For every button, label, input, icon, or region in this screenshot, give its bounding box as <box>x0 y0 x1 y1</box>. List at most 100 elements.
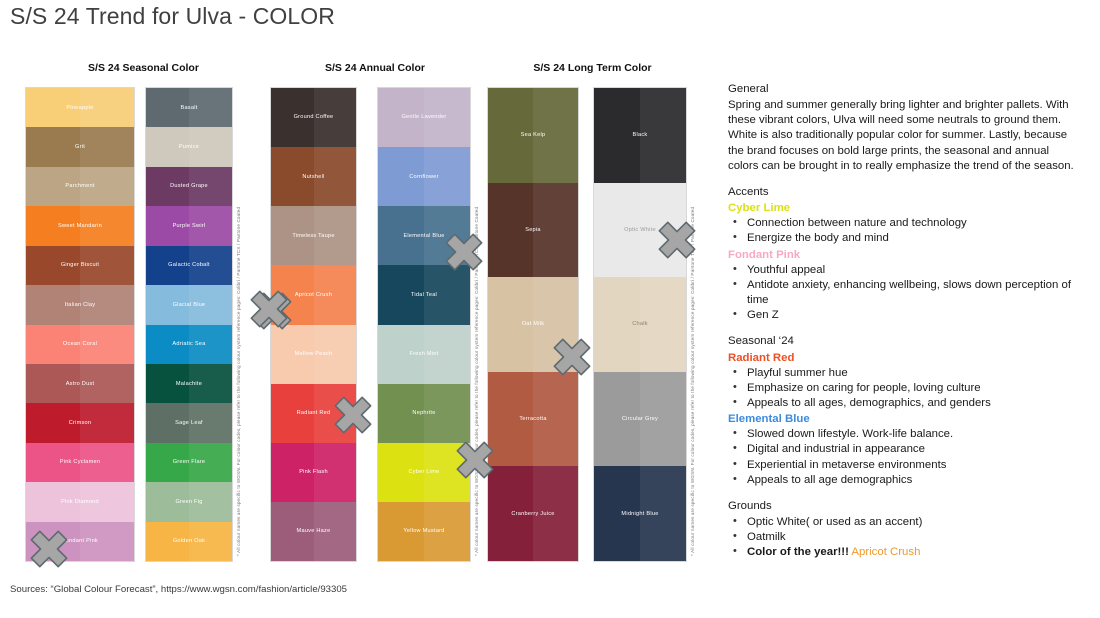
color-swatch[interactable]: Pink Diamond <box>26 482 134 522</box>
x-marker-cyber-lime[interactable] <box>452 437 498 483</box>
color-swatch[interactable]: Cranberry Juice <box>488 466 578 561</box>
color-swatch[interactable]: Crimson <box>26 403 134 443</box>
x-marker-elemental-blue[interactable] <box>441 229 487 275</box>
color-swatch[interactable]: Sepia <box>488 182 578 278</box>
color-swatch[interactable]: Galactic Cobalt <box>146 245 232 286</box>
color-swatch-label: Elemental Blue <box>403 232 445 239</box>
color-swatch[interactable]: Sea Kelp <box>488 88 578 183</box>
color-swatch[interactable]: Dusted Grape <box>146 166 232 207</box>
grounds-bullets: Optic White( or used as an accent)Oatmil… <box>728 514 1080 560</box>
color-swatch-label: Chalk <box>632 321 648 328</box>
color-swatch-label: Dusted Grape <box>170 183 208 190</box>
color-swatch[interactable]: Ginger Biscuit <box>26 245 134 286</box>
color-swatch[interactable]: Ocean Coral <box>26 324 134 364</box>
color-swatch[interactable]: Golden Oak <box>146 521 232 562</box>
x-icon <box>456 441 494 479</box>
accent-name-elemental-blue: Elemental Blue <box>728 413 810 426</box>
color-swatch[interactable]: Chalk <box>594 277 686 372</box>
color-swatch[interactable]: Purple Swirl <box>146 206 232 246</box>
section-heading-annual: S/S 24 Annual Color <box>325 62 425 74</box>
color-swatch[interactable]: Gentle Lavender <box>378 88 470 148</box>
bullet-item-color-of-the-year: Color of the year!!! Apricot Crush <box>733 544 1080 560</box>
color-swatch[interactable]: Green Fig <box>146 482 232 522</box>
color-of-the-year-value: Apricot Crush <box>848 546 921 559</box>
color-swatch[interactable]: Adriatic Sea <box>146 324 232 364</box>
color-swatch[interactable]: Basalt <box>146 88 232 128</box>
color-swatch[interactable]: Terracotta <box>488 371 578 467</box>
color-swatch-label: Basalt <box>180 104 198 111</box>
color-swatch[interactable]: Cornflower <box>378 147 470 207</box>
color-swatch[interactable]: Timeless Taupe <box>271 206 356 266</box>
accents-heading: Accents <box>728 185 769 198</box>
color-swatch-label: Pink Flash <box>299 469 328 476</box>
spacer-2 <box>728 323 1080 334</box>
color-swatch[interactable]: Nutshell <box>271 147 356 207</box>
color-swatch[interactable]: Fresh Mint <box>378 324 470 384</box>
grounds-heading: Grounds <box>728 499 772 512</box>
color-swatch-label: Green Flare <box>172 459 206 466</box>
color-swatch-label: Radiant Red <box>296 410 331 417</box>
sources-footer: Sources: “Global Colour Forecast”, https… <box>10 584 347 595</box>
swatch-highlight <box>80 127 134 167</box>
color-swatch-label: Nutshell <box>302 173 325 180</box>
color-swatch-label: Fondant Pink <box>62 538 98 545</box>
color-swatch[interactable]: Black <box>594 88 686 183</box>
x-marker-oat-milk[interactable] <box>549 334 595 380</box>
color-swatch-label: Sea Kelp <box>520 132 546 139</box>
color-swatch-label: Ginger Biscuit <box>60 262 100 269</box>
accent-name-radiant-red: Radiant Red <box>728 351 795 364</box>
bullet-item: Optic White( or used as an accent) <box>733 514 1080 530</box>
x-marker-fondant-pink[interactable] <box>26 526 72 572</box>
color-swatch-label: Golden Oak <box>172 538 206 545</box>
color-swatch[interactable]: Grit <box>26 127 134 167</box>
x-marker-optic-white[interactable] <box>654 217 700 263</box>
bullet-item: Antidote anxiety, enhancing wellbeing, s… <box>733 277 1080 308</box>
palette-seasonal-col-1: Pineapple Grit Parchment Sweet Mandarin Ging… <box>25 87 135 562</box>
bullet-item: Experiential in metaverse environments <box>733 457 1080 473</box>
disclaimer-seasonal: * All colour names are specific to WGSN.… <box>236 206 241 556</box>
color-swatch[interactable]: Nephrite <box>378 383 470 443</box>
color-swatch[interactable]: Sweet Mandarin <box>26 206 134 246</box>
color-swatch[interactable]: Sage Leaf <box>146 403 232 443</box>
color-swatch-label: Mellow Peach <box>294 350 333 357</box>
color-swatch[interactable]: Pink Cyclamen <box>26 442 134 483</box>
color-swatch[interactable]: Italian Clay <box>26 285 134 325</box>
color-swatch-label: Circular Grey <box>621 416 659 422</box>
color-swatch-label: Sage Leaf <box>175 420 203 427</box>
color-swatch-label: Sweet Mandarin <box>58 222 102 229</box>
color-swatch-label: Terracotta <box>519 416 547 422</box>
bullet-item: Appeals to all ages, demographics, and g… <box>733 395 1080 411</box>
x-icon <box>658 221 696 259</box>
color-swatch[interactable]: Midnight Blue <box>594 466 686 561</box>
color-swatch[interactable]: Ground Coffee <box>271 88 356 148</box>
color-swatch[interactable]: Circular Grey <box>594 371 686 467</box>
accent-name-fondant-pink: Fondant Pink <box>728 248 801 261</box>
color-swatch[interactable]: Pink Flash <box>271 442 356 502</box>
color-swatch[interactable]: Pumice <box>146 127 232 167</box>
color-swatch-label: Ground Coffee <box>293 114 334 121</box>
color-swatch-label: Purple Swirl <box>172 222 206 229</box>
spacer-3 <box>728 488 1080 499</box>
x-marker-radiant-red[interactable] <box>330 392 376 438</box>
x-icon <box>334 396 372 434</box>
color-swatch[interactable]: Malachite <box>146 363 232 404</box>
color-swatch[interactable]: Glacial Blue <box>146 285 232 325</box>
color-swatch[interactable]: Pineapple <box>26 88 134 128</box>
color-swatch[interactable]: Yellow Mustard <box>378 501 470 561</box>
x-marker-apricot-crush[interactable] <box>246 286 292 332</box>
color-swatch[interactable]: Astro Dust <box>26 363 134 404</box>
color-swatch-label: Cyber Lime <box>408 469 440 476</box>
bullet-item: Youthful appeal <box>733 262 1080 278</box>
color-swatch-label: Fresh Mint <box>409 350 439 357</box>
color-swatch-label: Tidal Teal <box>410 291 438 298</box>
color-swatch-label: Green Fig <box>175 498 203 505</box>
bullet-item: Connection between nature and technology <box>733 215 1080 231</box>
accent-bullets-cyber-lime: Connection between nature and technology… <box>728 215 1080 246</box>
color-swatch[interactable]: Mauve Haze <box>271 501 356 561</box>
accent-bullets-fondant-pink: Youthful appealAntidote anxiety, enhanci… <box>728 262 1080 324</box>
bullet-item: Gen Z <box>733 307 1080 323</box>
palette-longterm-col-2: Black Optic White Chalk Circular Grey Midnig… <box>593 87 687 562</box>
color-swatch[interactable]: Parchment <box>26 166 134 207</box>
x-icon <box>30 530 68 568</box>
color-swatch[interactable]: Green Flare <box>146 442 232 483</box>
